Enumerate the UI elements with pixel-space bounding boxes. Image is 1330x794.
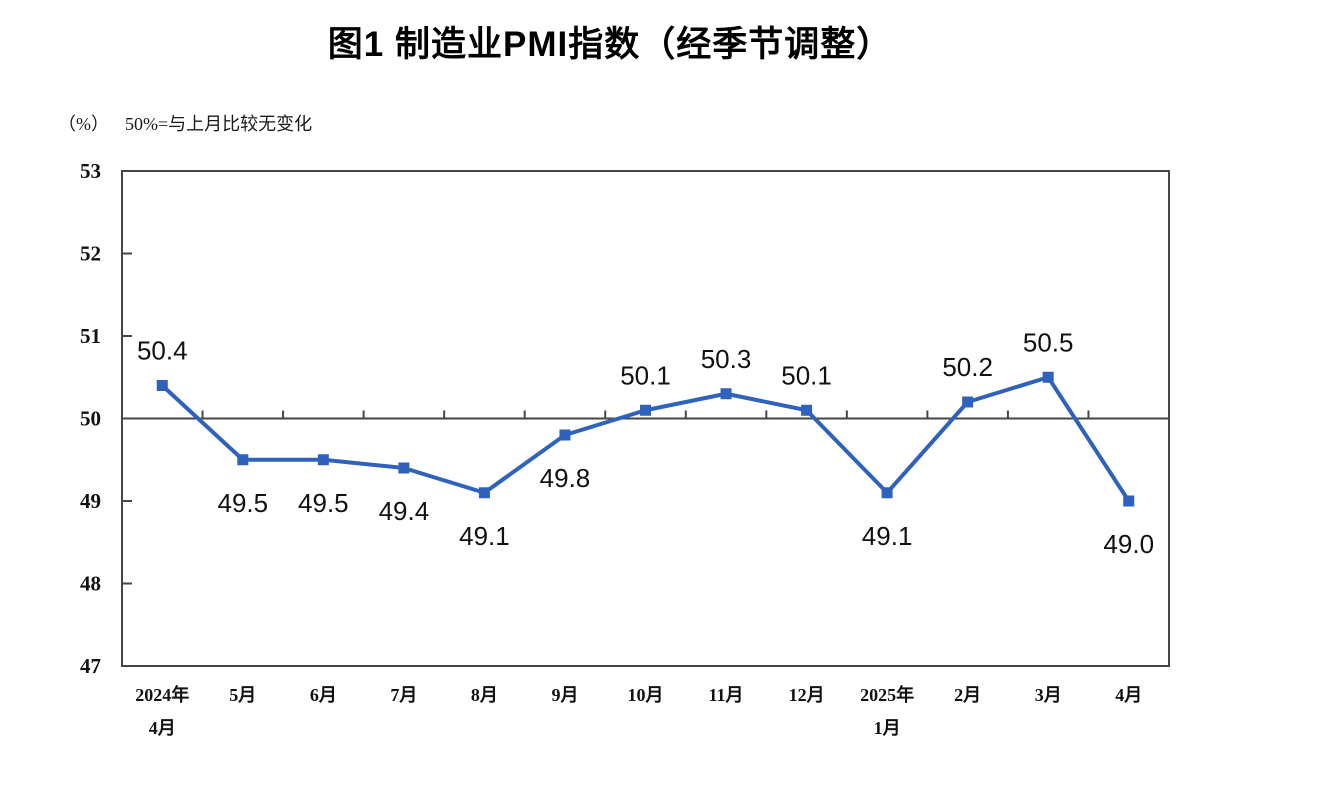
data-point-label: 49.0 bbox=[1103, 529, 1154, 559]
y-tick-label: 50 bbox=[80, 407, 101, 431]
data-point-marker bbox=[1042, 371, 1054, 383]
data-point-label: 49.5 bbox=[298, 488, 349, 518]
x-axis-label: 10月 bbox=[628, 685, 664, 705]
data-point-label: 50.2 bbox=[942, 352, 993, 382]
y-tick-label: 48 bbox=[80, 572, 101, 596]
y-tick-label: 47 bbox=[80, 654, 101, 678]
data-point-label: 49.4 bbox=[379, 496, 430, 526]
x-axis-label: 7月 bbox=[390, 685, 417, 705]
data-point-marker bbox=[559, 429, 571, 441]
pmi-line bbox=[160, 375, 1131, 503]
x-axis-label: 12月 bbox=[789, 685, 825, 705]
data-point-marker bbox=[801, 404, 813, 416]
y-axis-unit-label: （%） bbox=[58, 114, 109, 134]
data-point-marker bbox=[398, 462, 410, 474]
x-axis-label: 11月 bbox=[709, 685, 744, 705]
chart-title: 图1 制造业PMI指数（经季节调整） bbox=[327, 25, 893, 64]
data-point-label: 50.3 bbox=[701, 344, 752, 374]
data-point-label: 49.8 bbox=[540, 463, 591, 493]
data-point-label: 49.5 bbox=[218, 488, 269, 518]
data-point-label: 50.4 bbox=[137, 336, 188, 366]
y-tick-label: 52 bbox=[80, 242, 101, 266]
y-tick-label: 53 bbox=[80, 159, 101, 183]
x-axis-label: 1月 bbox=[874, 718, 901, 738]
x-axis-label: 4月 bbox=[149, 718, 176, 738]
x-axis-label: 4月 bbox=[1115, 685, 1142, 705]
data-point-marker bbox=[1123, 495, 1135, 507]
x-axis-label: 9月 bbox=[551, 685, 578, 705]
data-point-marker bbox=[720, 388, 732, 400]
data-point-marker bbox=[156, 380, 168, 391]
y-tick-label: 51 bbox=[80, 324, 101, 348]
x-axis-label: 8月 bbox=[471, 685, 498, 705]
x-axis-label: 2月 bbox=[954, 685, 981, 705]
chart-subtitle-row: （%） 50%=与上月比较无变化 bbox=[58, 110, 312, 136]
x-axis-label: 3月 bbox=[1035, 685, 1062, 705]
y-tick-label: 49 bbox=[80, 489, 101, 513]
data-point-marker bbox=[962, 396, 974, 408]
data-point-marker bbox=[881, 487, 893, 499]
data-point-marker bbox=[317, 454, 329, 466]
data-point-marker bbox=[640, 404, 651, 416]
data-point-label: 49.1 bbox=[459, 521, 510, 551]
reference-note: 50%=与上月比较无变化 bbox=[125, 114, 313, 134]
data-point-label: 49.1 bbox=[862, 521, 913, 551]
data-point-marker bbox=[478, 487, 490, 499]
x-axis-label: 2024年 bbox=[135, 684, 189, 705]
data-point-label: 50.1 bbox=[620, 360, 671, 390]
x-axis-label: 6月 bbox=[310, 685, 337, 705]
data-point-marker bbox=[237, 454, 249, 466]
x-axis-label: 5月 bbox=[229, 685, 256, 705]
x-axis-label: 2025年 bbox=[860, 684, 914, 705]
data-point-label: 50.1 bbox=[781, 360, 832, 390]
data-point-label: 50.5 bbox=[1023, 327, 1074, 357]
